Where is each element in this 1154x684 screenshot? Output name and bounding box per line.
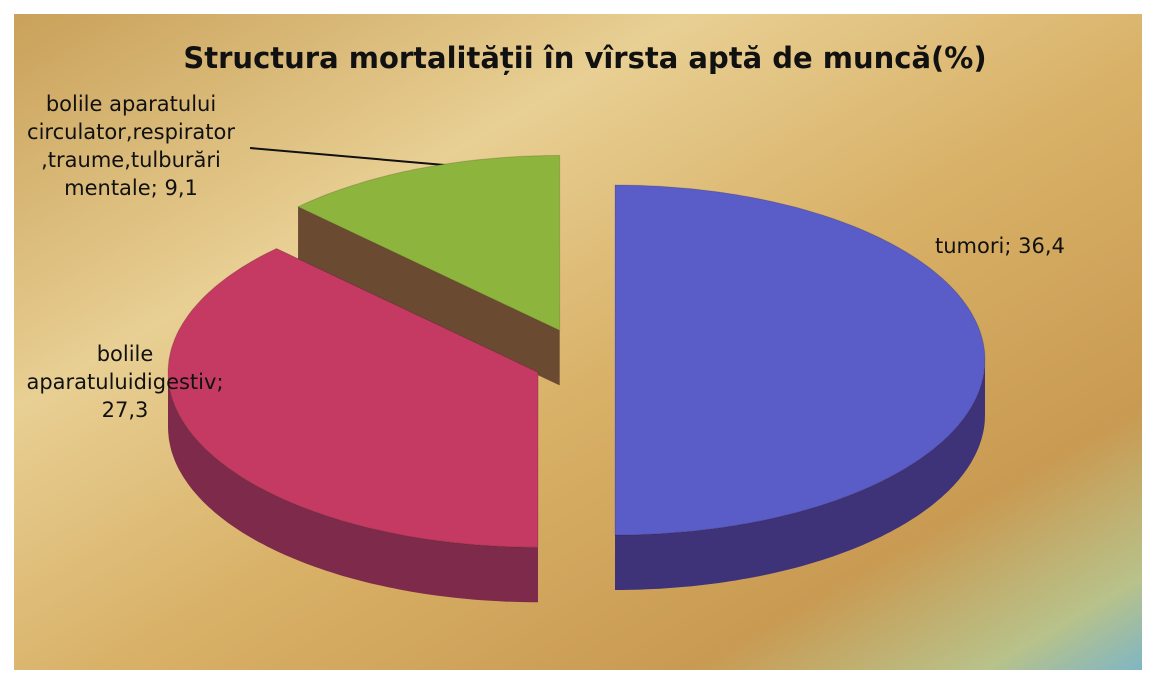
label-value: 27,3 [101, 398, 149, 422]
pie-slice [167, 247, 539, 548]
pie-slice [614, 184, 986, 536]
data-label: bolile aparatului circulator,respirator,… [26, 90, 236, 202]
label-separator: ; [216, 370, 224, 394]
slice-outer-side [168, 372, 538, 603]
leader-line [249, 147, 457, 167]
data-label: tumori; 36,4 [935, 232, 1065, 260]
label-value: 9,1 [164, 176, 198, 200]
label-separator: ; [150, 176, 165, 200]
label-category: tumori [935, 234, 1005, 258]
pie-slice [296, 154, 561, 332]
label-separator: ; [1004, 234, 1019, 258]
slice-radial-side [298, 206, 560, 386]
slice-outer-side [615, 360, 985, 590]
label-category: bolile aparatuluidigestiv [26, 342, 217, 394]
label-category: bolile aparatului circulator,respirator,… [27, 92, 235, 200]
chart-title: Structura mortalității în vîrsta aptă de… [183, 41, 986, 75]
label-value: 36,4 [1018, 234, 1065, 258]
data-label: bolile aparatuluidigestiv; 27,3 [10, 340, 240, 424]
